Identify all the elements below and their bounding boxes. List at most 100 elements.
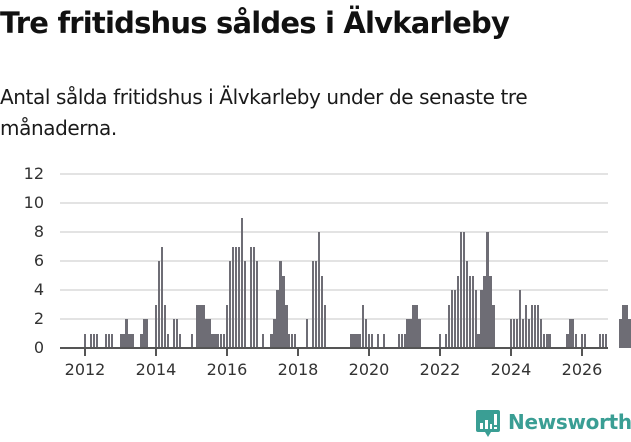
data-bar — [536, 304, 539, 348]
data-bar — [625, 304, 628, 348]
data-bar — [172, 319, 176, 348]
data-bar — [530, 304, 534, 348]
data-bar — [575, 333, 578, 348]
data-bar — [456, 275, 460, 348]
data-bar — [166, 333, 170, 348]
data-bar — [539, 319, 542, 348]
data-bar — [474, 290, 477, 348]
y-tick-label: 10 — [23, 193, 44, 212]
data-bar — [622, 304, 625, 348]
data-bar — [450, 290, 454, 348]
x-tick-label: 2022 — [419, 360, 461, 379]
data-bar — [305, 319, 309, 348]
x-tick-label: 2026 — [561, 360, 603, 379]
data-bar — [447, 304, 451, 348]
data-bar — [110, 333, 113, 348]
data-bar — [566, 333, 569, 348]
data-bar — [569, 319, 572, 348]
y-tick-label: 2 — [33, 309, 44, 328]
data-bar — [619, 319, 622, 348]
data-bar — [288, 333, 291, 348]
data-bar — [217, 333, 220, 348]
data-bar — [163, 304, 167, 348]
gridline — [60, 173, 608, 175]
data-bar — [261, 333, 264, 348]
data-bar — [400, 333, 403, 348]
x-tick — [581, 348, 583, 356]
data-bar — [125, 319, 128, 348]
data-bar — [542, 333, 545, 348]
data-bar — [406, 319, 409, 348]
data-bar — [465, 261, 468, 348]
data-bar — [468, 275, 471, 348]
gridline — [60, 318, 608, 320]
data-bar — [356, 333, 359, 348]
data-bar — [291, 333, 294, 348]
x-tick — [368, 348, 370, 356]
data-bar — [510, 319, 513, 348]
data-bar — [382, 333, 386, 348]
data-bar — [231, 246, 235, 348]
data-bar — [548, 333, 551, 348]
data-bar — [175, 319, 179, 348]
data-bar — [486, 232, 489, 348]
gridline — [60, 260, 608, 262]
x-tick-label: 2024 — [490, 360, 532, 379]
data-bar — [512, 319, 516, 348]
data-bar — [119, 333, 122, 348]
newsworthy-logo: Newsworthy — [476, 408, 631, 437]
data-bar — [122, 333, 125, 348]
x-tick — [297, 348, 299, 356]
data-bar — [228, 261, 232, 348]
x-axis-line — [60, 347, 608, 349]
data-bar — [131, 333, 134, 348]
y-tick-label: 12 — [23, 164, 44, 183]
data-bar — [208, 319, 211, 348]
data-bar — [598, 333, 602, 348]
data-bar — [314, 261, 318, 348]
data-bar — [140, 333, 143, 348]
data-bar — [196, 304, 199, 348]
data-bar — [243, 261, 247, 348]
data-bar — [362, 304, 365, 348]
data-bar — [220, 333, 223, 348]
x-tick — [510, 348, 512, 356]
data-bar — [462, 232, 465, 348]
x-tick — [84, 348, 86, 356]
data-bar — [276, 290, 279, 348]
data-bar — [270, 333, 273, 348]
data-bar — [320, 275, 323, 348]
chart-subtitle: Antal sålda fritidshus i Älvkarleby unde… — [0, 85, 528, 140]
data-bar — [223, 333, 226, 348]
data-bar — [489, 275, 492, 348]
data-bar — [459, 232, 463, 348]
data-bar — [317, 232, 321, 348]
data-bar — [581, 333, 584, 348]
data-bar — [84, 333, 87, 348]
data-bar — [359, 333, 362, 348]
data-bar — [583, 333, 587, 348]
chart-title: Tre fritidshus såldes i Älvkarleby — [0, 6, 510, 40]
data-bar — [249, 246, 252, 348]
data-bar — [471, 275, 474, 348]
data-bar — [397, 333, 400, 348]
data-bar — [282, 275, 285, 348]
data-bar — [439, 333, 442, 348]
x-tick-label: 2012 — [64, 360, 106, 379]
data-bar — [521, 319, 525, 348]
data-bar — [533, 304, 536, 348]
data-bar — [350, 333, 353, 348]
data-bar — [453, 290, 457, 348]
data-bar — [444, 333, 448, 348]
data-bar — [545, 333, 548, 348]
x-tick — [226, 348, 228, 356]
data-bar — [480, 290, 483, 348]
data-bar — [409, 319, 412, 348]
data-bar — [370, 333, 374, 348]
brand-name: Newsworthy — [508, 410, 631, 434]
data-bar — [205, 319, 208, 348]
data-bar — [107, 333, 110, 348]
data-bar — [190, 333, 193, 348]
y-tick-label: 8 — [33, 222, 44, 241]
x-tick-label: 2018 — [277, 360, 319, 379]
